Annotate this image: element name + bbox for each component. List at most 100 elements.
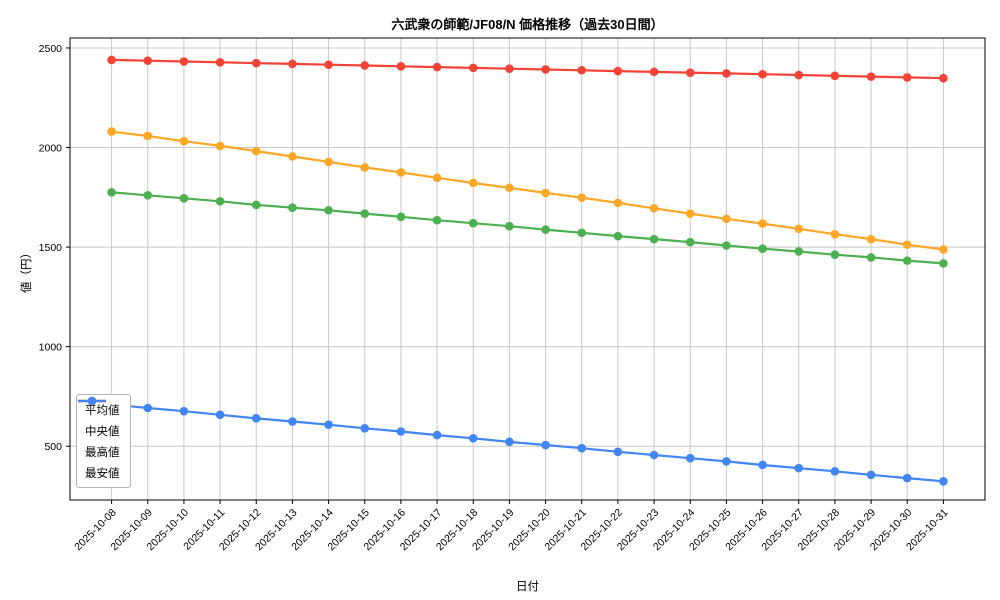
y-axis-label: 値（円） [21,247,33,293]
data-point [251,200,261,210]
legend-label: 最高値 [85,446,120,459]
data-point [324,60,333,69]
data-point [107,127,116,136]
data-point [722,214,731,224]
data-point [288,59,297,69]
x-axis-label: 日付 [516,581,539,593]
data-point [902,473,912,483]
data-point [577,228,587,238]
legend-label: 中央値 [85,425,120,438]
y-tick-label: 500 [44,441,62,453]
legend-label: 平均値 [85,404,120,417]
data-point [577,193,587,203]
data-point [324,420,333,430]
data-point [649,234,659,244]
series-line-最安値 [111,403,944,483]
data-point [396,427,406,436]
data-point [360,209,370,218]
data-point [541,188,550,198]
data-point [866,234,876,244]
data-point [613,198,623,208]
data-point [613,447,623,457]
data-point [830,229,840,239]
series-line-最高値 [111,58,944,80]
data-point [143,403,153,413]
data-point [577,65,587,75]
data-point [939,259,948,268]
data-point [758,244,767,253]
data-point [685,209,695,218]
data-point [649,203,659,213]
legend-item-1: 中央値 [78,396,120,439]
data-point [830,250,840,259]
data-point [432,62,442,72]
data-point [722,241,731,250]
data-point [649,450,659,460]
data-point [830,467,840,476]
data-point [251,146,261,156]
data-point [866,72,876,81]
data-point [468,218,478,228]
data-point [432,215,442,225]
data-point [360,61,370,70]
data-point [939,73,948,83]
data-point [794,70,804,80]
data-point [324,205,333,215]
data-point [468,433,478,443]
data-point [758,460,767,470]
data-point [902,240,912,250]
data-point [685,453,695,463]
y-tick-label: 2500 [39,43,63,55]
data-point [541,65,550,74]
data-point [143,131,153,141]
data-point [758,69,767,79]
data-point [396,61,406,71]
data-point [215,410,225,420]
data-point [143,56,153,66]
data-point [505,64,514,73]
data-point [902,256,912,265]
series-line-中央値 [111,130,944,251]
y-tick-label: 1500 [39,242,63,254]
legend-marker-icon [78,396,106,406]
data-point [505,221,514,231]
data-point [432,430,442,440]
data-point [541,225,550,234]
data-point [360,163,370,172]
legend-item-2: 最高値 [78,396,120,460]
data-point [324,157,333,167]
series-line-平均値 [111,191,944,265]
data-point [215,57,225,67]
data-point [577,443,587,453]
data-point [107,55,116,65]
data-point [288,417,297,426]
data-point [251,58,261,68]
y-tick-label: 1000 [39,341,63,353]
data-point [685,237,695,247]
data-point [288,152,297,161]
y-tick-label: 2000 [39,142,63,154]
data-point [251,414,261,423]
plot-border [69,37,986,501]
chart-title: 六武衆の師範/JF08/N 価格推移（過去30日間） [391,17,664,32]
data-point [505,183,514,193]
legend-label: 最安値 [85,467,120,480]
data-point [722,69,731,78]
data-point [866,253,876,262]
data-point [432,173,442,183]
data-point [179,406,189,416]
data-point [143,191,153,200]
data-point [179,194,189,203]
data-point [794,224,804,234]
data-point [288,203,297,212]
data-point [396,212,406,222]
data-point [215,196,225,206]
data-point [722,457,731,466]
data-point [902,73,912,82]
data-point [794,247,804,256]
data-point [107,188,116,197]
data-point [505,437,514,447]
data-point [613,231,623,241]
legend-item-3: 最安値 [78,396,120,481]
